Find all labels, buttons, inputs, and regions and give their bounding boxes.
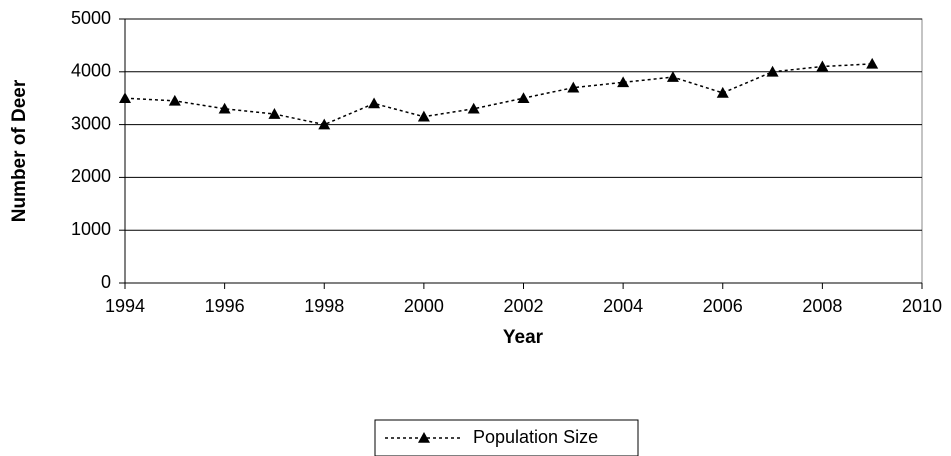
point-marker xyxy=(368,97,381,109)
x-tick-label: 2004 xyxy=(603,296,643,316)
point-marker xyxy=(766,65,779,77)
y-tick-label: 0 xyxy=(101,272,111,292)
x-tick-label: 2006 xyxy=(703,296,743,316)
point-marker xyxy=(417,110,430,122)
point-marker xyxy=(816,60,829,72)
point-marker xyxy=(467,102,480,114)
x-tick-label: 1998 xyxy=(304,296,344,316)
point-marker xyxy=(866,57,879,69)
legend-marker xyxy=(418,432,430,443)
y-tick-label: 1000 xyxy=(71,219,111,239)
x-axis-label: Year xyxy=(503,327,544,348)
series-line xyxy=(124,63,873,126)
y-axis-label: Number of Deer xyxy=(9,79,30,222)
point-marker xyxy=(218,102,231,114)
x-tick-label: 2002 xyxy=(503,296,543,316)
x-tick-label: 2000 xyxy=(404,296,444,316)
x-tick-label: 2008 xyxy=(802,296,842,316)
y-tick-label: 4000 xyxy=(71,61,111,81)
y-tick-label: 3000 xyxy=(71,113,111,133)
point-marker xyxy=(517,92,530,103)
point-marker xyxy=(119,92,131,103)
y-tick-label: 2000 xyxy=(71,166,111,186)
legend-label: Population Size xyxy=(473,427,598,447)
legend-box xyxy=(374,419,639,456)
point-marker xyxy=(268,108,281,119)
y-tick-label: 5000 xyxy=(71,8,111,28)
point-marker xyxy=(617,76,630,88)
point-marker xyxy=(318,118,331,130)
x-tick-label: 1994 xyxy=(105,296,145,316)
point-marker xyxy=(716,86,729,98)
point-marker xyxy=(666,71,679,82)
point-marker xyxy=(567,81,580,93)
x-tick-label: 2010 xyxy=(902,296,942,316)
point-marker xyxy=(168,94,181,106)
x-tick-label: 1996 xyxy=(205,296,245,316)
